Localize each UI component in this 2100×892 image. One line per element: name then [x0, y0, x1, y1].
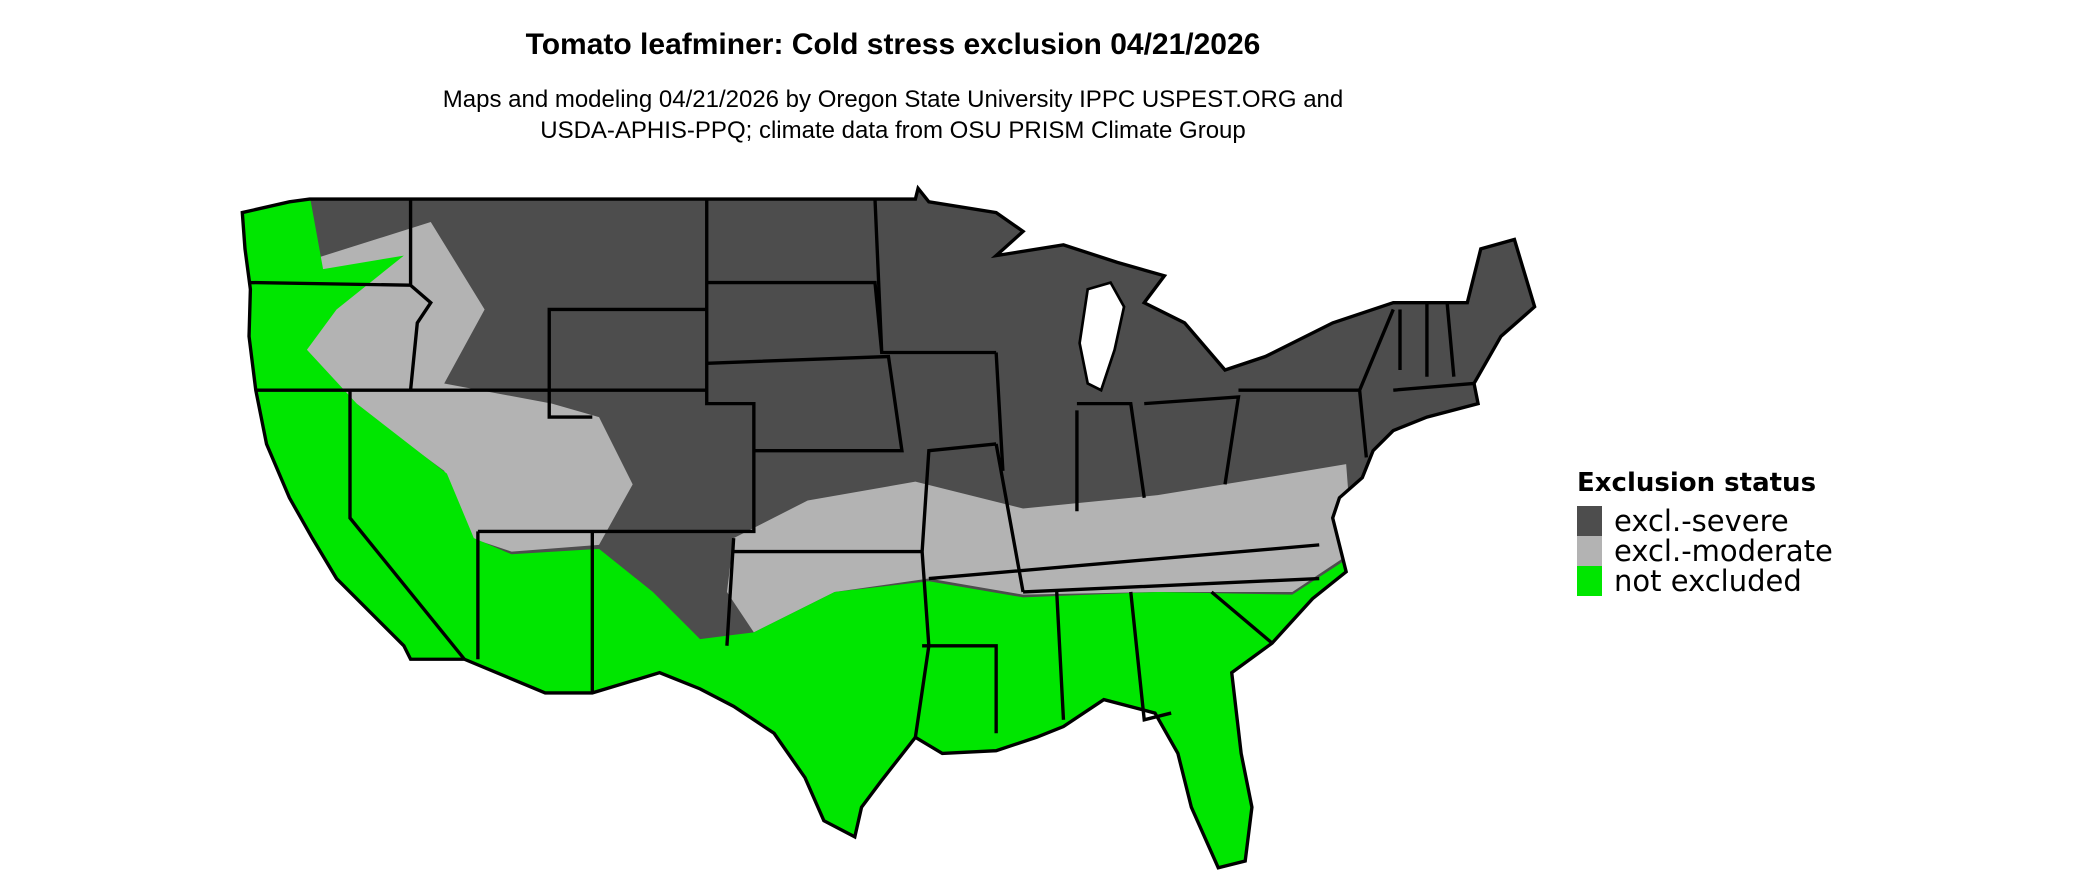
- lake-michigan: [1078, 280, 1126, 393]
- border-lines-central: [706, 199, 1320, 738]
- legend-item-not-excluded: not excluded: [1577, 566, 1833, 596]
- state-borders: [240, 186, 1537, 870]
- legend-label: not excluded: [1614, 564, 1802, 598]
- border-lines-east: [994, 302, 1475, 722]
- legend-item-moderate: excl.-moderate: [1577, 536, 1833, 566]
- map-title: Tomato leafminer: Cold stress exclusion …: [525, 28, 1261, 61]
- legend-swatch-severe: [1577, 506, 1602, 536]
- legend-swatch-not-excluded: [1577, 566, 1602, 596]
- map-subtitle-line-1: Maps and modeling 04/21/2026 by Oregon S…: [442, 86, 1344, 113]
- legend-label: excl.-moderate: [1614, 534, 1833, 568]
- legend-item-severe: excl.-severe: [1577, 506, 1833, 536]
- zone-excl-moderate-east: [726, 464, 1353, 633]
- legend-label: excl.-severe: [1614, 504, 1789, 538]
- legend-swatch-moderate: [1577, 536, 1602, 566]
- zone-excl-moderate-west: [289, 221, 633, 552]
- legend-title: Exclusion status: [1577, 468, 1817, 498]
- map-subtitle-line-2: USDA-APHIS-PPQ; climate data from OSU PR…: [540, 117, 1246, 144]
- border-lines-west: [249, 199, 756, 693]
- legend: Exclusion status excl.-severe excl.-mode…: [1577, 468, 1833, 596]
